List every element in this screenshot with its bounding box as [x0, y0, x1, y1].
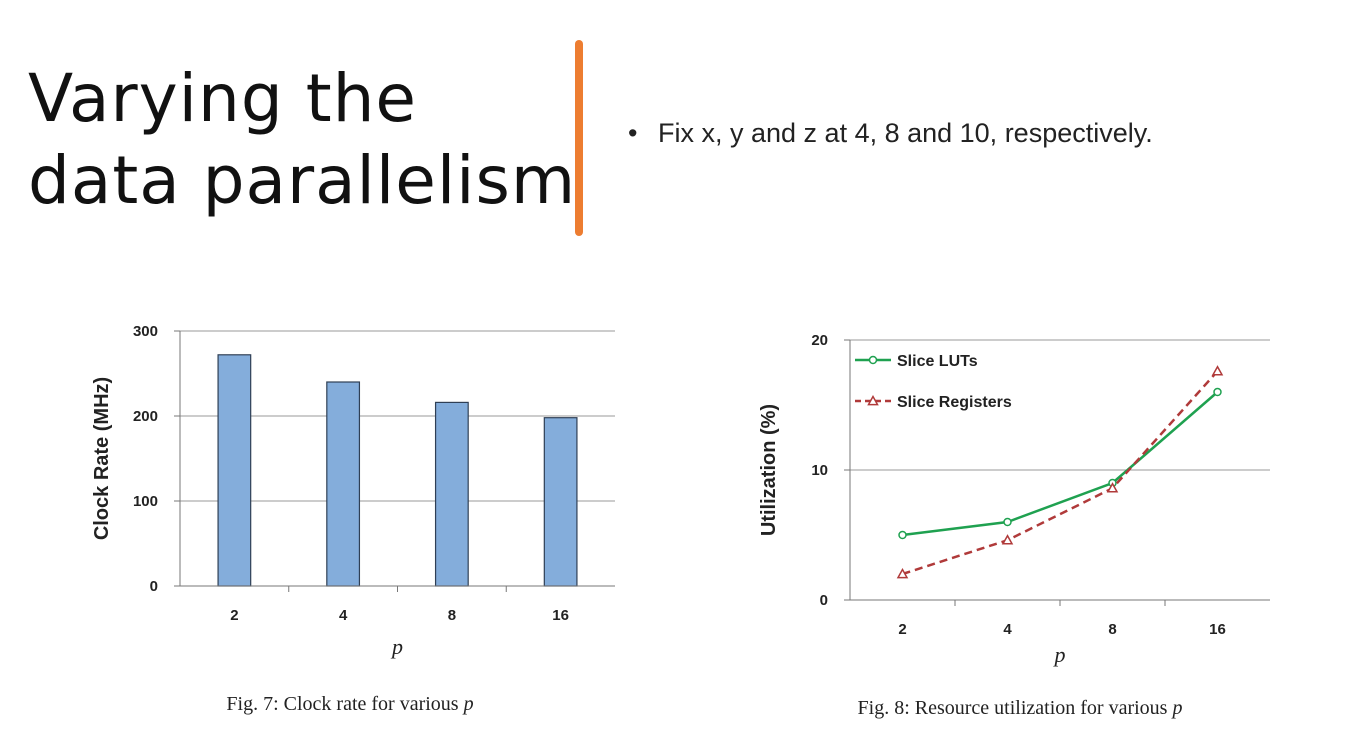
- chart2-y-ticks: 0 10 20: [811, 332, 850, 609]
- chart2-point: [1106, 482, 1119, 493]
- chart2-legend-marker: [868, 355, 878, 365]
- chart1-x-ticks: 2 4 8 16: [230, 586, 569, 624]
- chart2-point: [898, 530, 907, 540]
- chart2-y-tick-label: 0: [820, 592, 828, 609]
- chart2-caption-text: Fig. 8: Resource utilization for various: [858, 697, 1168, 719]
- chart2-y-tick-label: 10: [811, 462, 828, 479]
- chart1-x-axis-title: p: [390, 634, 403, 659]
- chart1-caption-var: p: [462, 693, 474, 715]
- chart2-series-0: [898, 387, 1222, 540]
- chart2-point: [1001, 534, 1014, 545]
- chart1-bar-8: [434, 401, 469, 587]
- resource-utilization-line-chart: 0 10 20 2 4 8 16 Slice LUTs Slice Registers Ut…: [758, 332, 1270, 719]
- chart2-point: [896, 567, 909, 579]
- chart2-gridlines: [850, 339, 1270, 471]
- bullet-item: • Fix x, y and z at 4, 8 and 10, respecti…: [628, 118, 1153, 149]
- bullet-text: Fix x, y and z at 4, 8 and 10, respectiv…: [658, 118, 1153, 148]
- chart1-bar-16: [543, 417, 578, 587]
- chart2-series-line: [902, 391, 1219, 537]
- chart2-legend-label: Slice Registers: [897, 394, 1012, 411]
- chart2-point: [1003, 517, 1012, 527]
- chart2-legend-marker: [867, 394, 879, 406]
- chart1-y-tick-label: 300: [133, 323, 158, 340]
- clock-rate-bar-chart: 0 100 200 300 2 4 8 16 Clock Rate (MHz) p Fig.…: [91, 323, 615, 715]
- chart1-bar-2: [217, 354, 252, 587]
- chart2-x-tick-label: 2: [898, 621, 906, 638]
- chart2-x-axis-title: p: [1053, 642, 1066, 667]
- chart2-y-axis-title: Utilization (%): [758, 404, 780, 536]
- chart2-series-1: [896, 365, 1224, 579]
- chart1-y-tick-label: 0: [150, 578, 158, 595]
- chart1-y-tick-label: 200: [133, 408, 158, 425]
- chart2-caption: Fig. 8: Resource utilization for various…: [858, 697, 1183, 719]
- chart1-y-tick-label: 100: [133, 493, 158, 510]
- title-divider: [575, 40, 583, 236]
- chart2-x-tick-label: 8: [1108, 621, 1116, 638]
- slide-title: Varying the data parallelism: [28, 58, 576, 222]
- slide-title-line-2: data parallelism: [28, 142, 577, 219]
- chart2-legend: Slice LUTs Slice Registers: [855, 353, 1012, 411]
- bullet-marker: •: [628, 118, 638, 148]
- chart1-bars: [217, 354, 578, 587]
- chart1-caption-text: Fig. 7: Clock rate for various: [226, 693, 458, 715]
- chart1-x-tick-label: 2: [230, 607, 238, 624]
- chart1-bar-4: [326, 381, 361, 587]
- chart1-gridlines: [180, 330, 615, 502]
- chart2-x-ticks: 2 4 8 16: [898, 600, 1226, 638]
- chart2-series: [896, 365, 1224, 579]
- chart1-y-ticks: 0 100 200 300: [133, 323, 180, 595]
- chart2-y-tick-label: 20: [811, 332, 828, 349]
- chart2-legend-label: Slice LUTs: [897, 353, 978, 370]
- slide-title-line-1: Varying the: [28, 60, 418, 137]
- chart2-point: [1213, 387, 1222, 397]
- chart2-x-tick-label: 4: [1003, 621, 1012, 638]
- chart2-series-line: [902, 370, 1219, 576]
- chart1-x-tick-label: 4: [339, 607, 348, 624]
- chart1-x-tick-label: 16: [552, 607, 569, 624]
- chart2-caption-var: p: [1170, 697, 1182, 719]
- chart1-x-tick-label: 8: [448, 607, 456, 624]
- chart1-caption: Fig. 7: Clock rate for various p: [226, 693, 473, 715]
- chart2-point: [1211, 365, 1224, 376]
- chart2-x-tick-label: 16: [1209, 621, 1226, 638]
- chart1-y-axis-title: Clock Rate (MHz): [91, 377, 113, 540]
